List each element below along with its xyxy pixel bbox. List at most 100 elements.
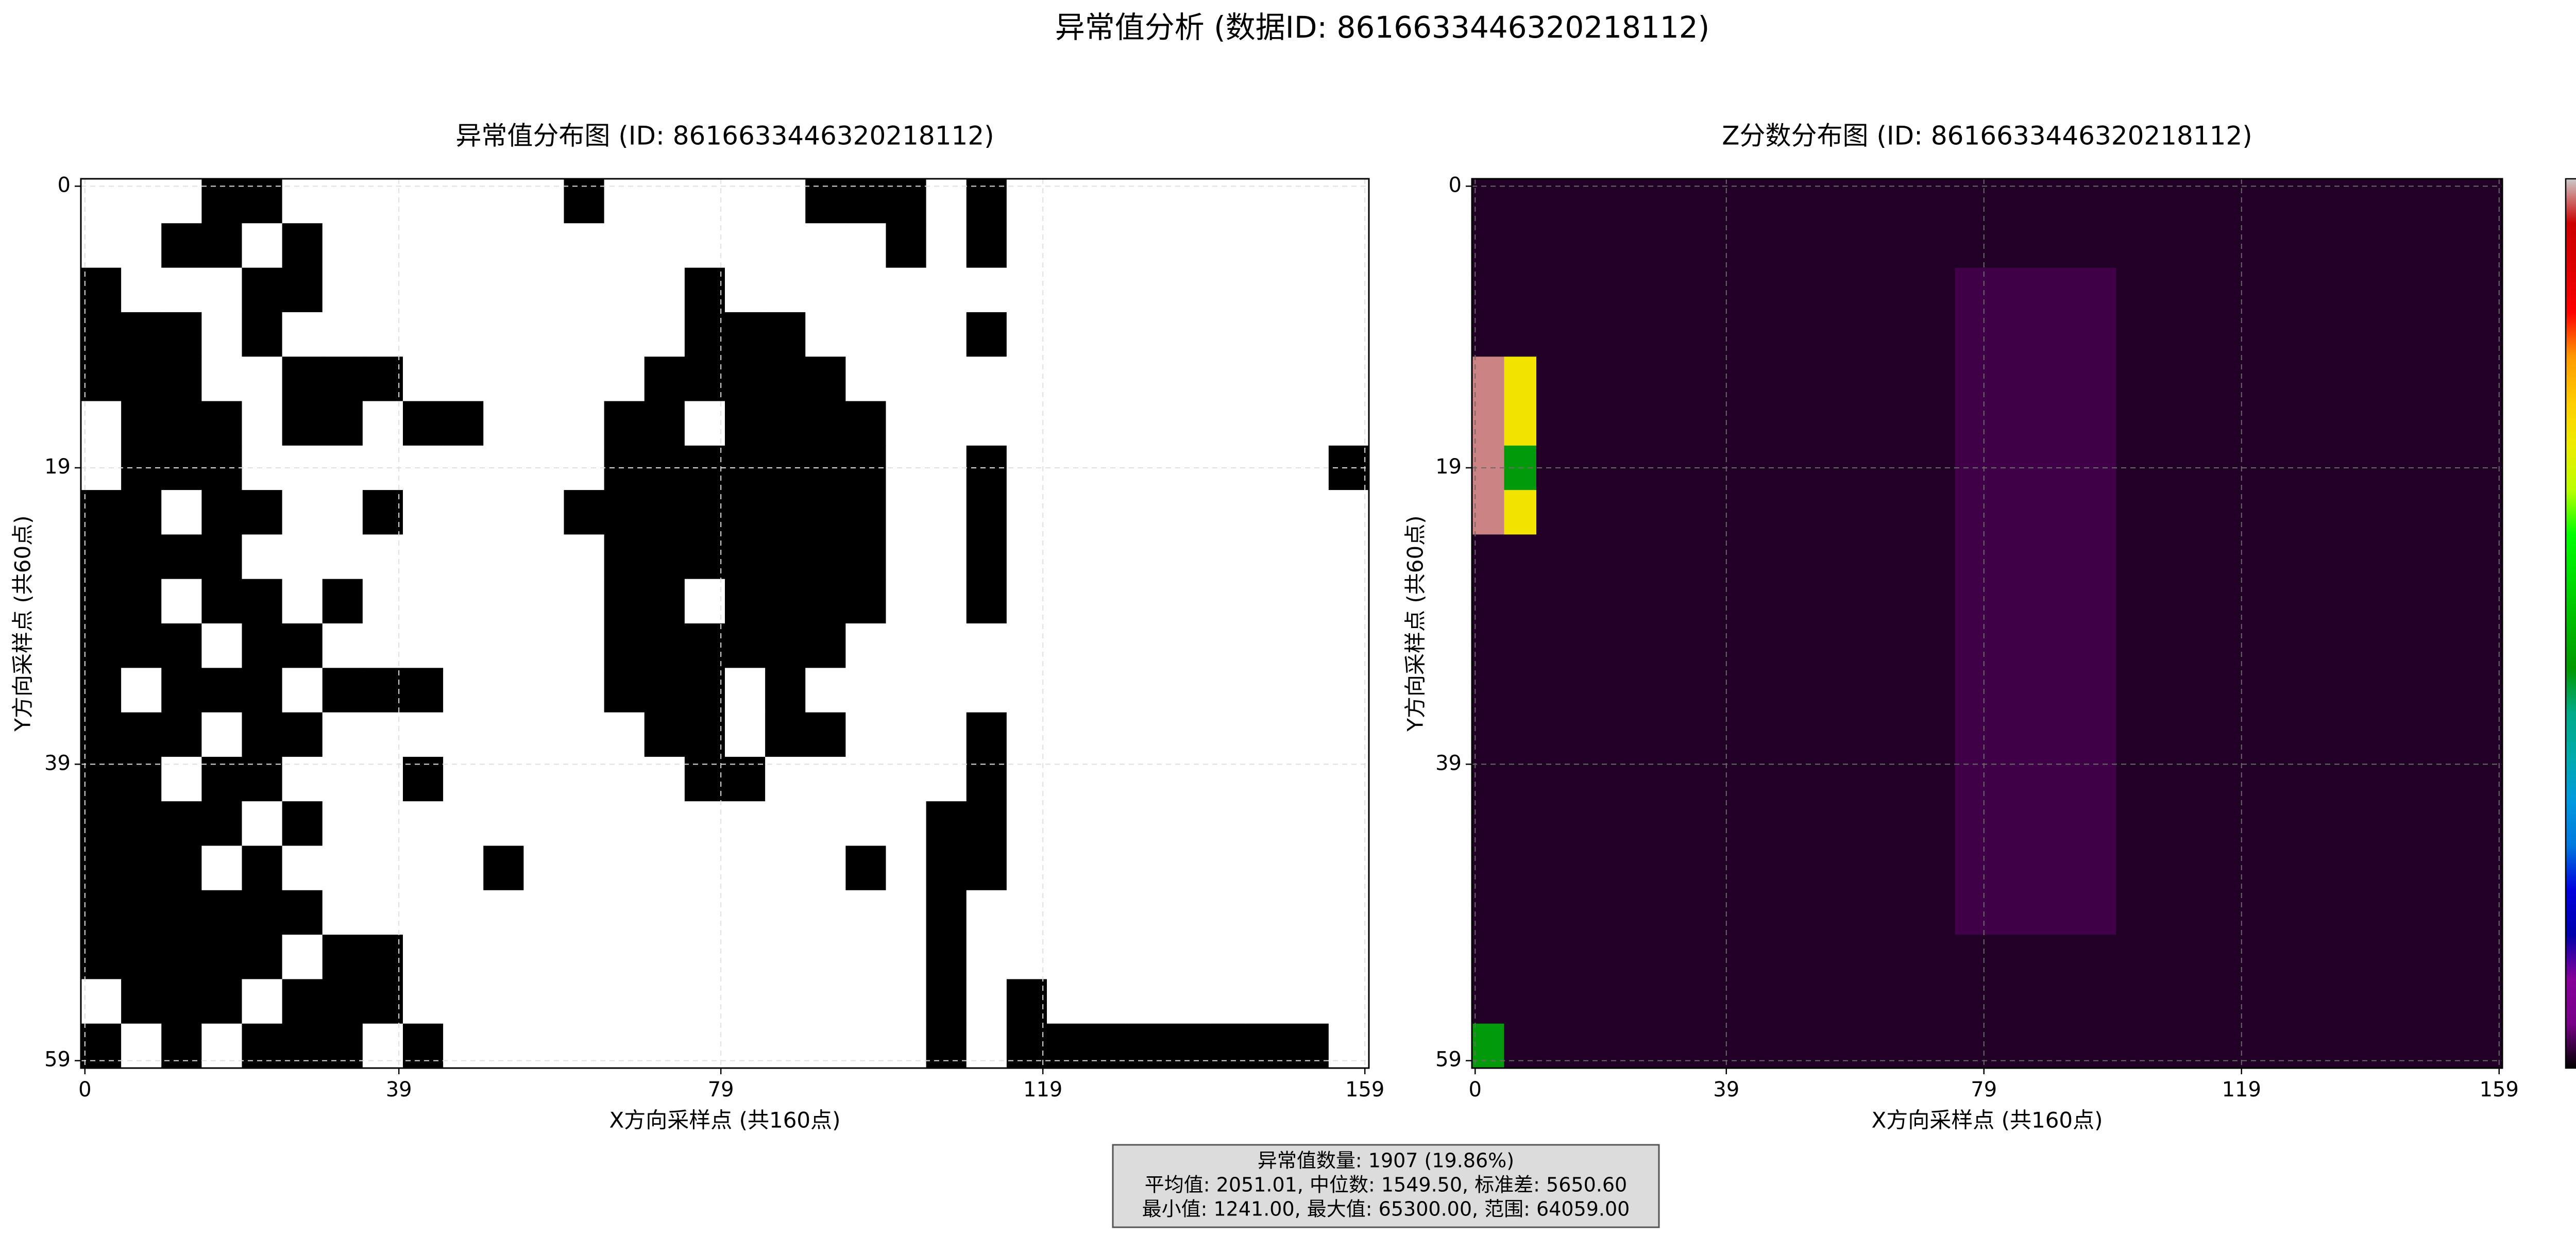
heatmap-cell bbox=[725, 623, 766, 668]
heatmap-cell bbox=[2277, 668, 2310, 713]
heatmap-cell bbox=[1858, 845, 1891, 891]
heatmap-cell bbox=[362, 1023, 403, 1069]
heatmap-cell bbox=[1890, 490, 1923, 535]
heatmap-cell bbox=[684, 712, 725, 757]
heatmap-cell bbox=[564, 935, 605, 979]
heatmap-cell bbox=[2245, 801, 2278, 847]
heatmap-cell bbox=[2341, 756, 2374, 802]
heatmap-cell bbox=[403, 979, 444, 1024]
heatmap-cell bbox=[1536, 1023, 1569, 1069]
heatmap-cell bbox=[2245, 890, 2278, 935]
heatmap-cell bbox=[1955, 401, 1988, 446]
heatmap-cell bbox=[1987, 490, 2020, 535]
heatmap-cell bbox=[644, 179, 685, 224]
heatmap-cell bbox=[1127, 979, 1168, 1024]
heatmap-cell bbox=[1167, 267, 1209, 313]
heatmap-cell bbox=[765, 490, 806, 535]
heatmap-cell bbox=[765, 357, 806, 402]
heatmap-cell bbox=[2309, 267, 2342, 313]
x-tick-label: 39 bbox=[386, 1078, 412, 1102]
heatmap-cell bbox=[1504, 712, 1537, 757]
heatmap-cell bbox=[886, 401, 927, 446]
heatmap-cell bbox=[845, 357, 887, 402]
heatmap-cell bbox=[1761, 712, 1794, 757]
heatmap-cell bbox=[644, 668, 685, 713]
heatmap-cell bbox=[564, 357, 605, 402]
heatmap-cell bbox=[1568, 845, 1601, 891]
heatmap-cell bbox=[2019, 223, 2052, 268]
heatmap-cell bbox=[322, 935, 363, 979]
heatmap-cell bbox=[2405, 756, 2438, 802]
heatmap-cell bbox=[121, 401, 162, 446]
heatmap-cell bbox=[1955, 979, 1988, 1024]
heatmap-cell bbox=[926, 357, 967, 402]
heatmap-cell bbox=[1006, 756, 1047, 802]
heatmap-cell bbox=[201, 890, 243, 935]
heatmap-cell bbox=[523, 579, 565, 624]
heatmap-cell bbox=[2374, 890, 2406, 935]
heatmap-cell bbox=[765, 623, 806, 668]
heatmap-cell bbox=[966, 623, 1007, 668]
heatmap-cell bbox=[2374, 312, 2406, 357]
heatmap-cell bbox=[1006, 179, 1047, 224]
heatmap-cell bbox=[644, 579, 685, 624]
heatmap-cell bbox=[1987, 179, 2020, 224]
heatmap-cell bbox=[2470, 801, 2503, 847]
heatmap-cell bbox=[2245, 1023, 2278, 1069]
heatmap-cell bbox=[2470, 935, 2503, 979]
heatmap-cell bbox=[2470, 979, 2503, 1024]
heatmap-cell bbox=[805, 756, 846, 802]
heatmap-cell bbox=[1472, 490, 1505, 535]
heatmap-cell bbox=[765, 179, 806, 224]
heatmap-cell bbox=[121, 490, 162, 535]
heatmap-cell bbox=[2019, 401, 2052, 446]
heatmap-cell bbox=[684, 401, 725, 446]
heatmap-cell bbox=[1472, 890, 1505, 935]
heatmap-cell bbox=[845, 801, 887, 847]
y-tick-label: 19 bbox=[44, 455, 71, 479]
heatmap-cell bbox=[2405, 223, 2438, 268]
heatmap-cell bbox=[121, 357, 162, 402]
heatmap-cell bbox=[1955, 267, 1988, 313]
heatmap-cell bbox=[2180, 357, 2213, 402]
heatmap-cell bbox=[765, 890, 806, 935]
heatmap-cell bbox=[523, 712, 565, 757]
heatmap-cell bbox=[2212, 357, 2245, 402]
heatmap-cell bbox=[2470, 579, 2503, 624]
heatmap-cell bbox=[483, 935, 524, 979]
x-tick-label: 119 bbox=[2222, 1078, 2261, 1102]
heatmap-cell bbox=[403, 312, 444, 357]
heatmap-cell bbox=[322, 756, 363, 802]
heatmap-cell bbox=[1087, 935, 1128, 979]
heatmap-cell bbox=[1568, 490, 1601, 535]
heatmap-cell bbox=[644, 223, 685, 268]
heatmap-cell bbox=[2405, 890, 2438, 935]
heatmap-cell bbox=[2148, 668, 2181, 713]
heatmap-cell bbox=[2438, 979, 2471, 1024]
heatmap-cell bbox=[443, 1023, 484, 1069]
heatmap-cell bbox=[2438, 267, 2471, 313]
heatmap-cell bbox=[282, 801, 323, 847]
heatmap-cell bbox=[1987, 979, 2020, 1024]
heatmap-cell bbox=[1858, 756, 1891, 802]
heatmap-cell bbox=[564, 979, 605, 1024]
heatmap-cell bbox=[1923, 935, 1956, 979]
heatmap-cell bbox=[362, 756, 403, 802]
heatmap-cell bbox=[2470, 668, 2503, 713]
heatmap-cell bbox=[684, 534, 725, 580]
heatmap-cell bbox=[845, 979, 887, 1024]
heatmap-cell bbox=[242, 579, 283, 624]
heatmap-cell bbox=[1328, 668, 1369, 713]
heatmap-cell bbox=[1568, 979, 1601, 1024]
heatmap-cell bbox=[403, 357, 444, 402]
heatmap-cell bbox=[1288, 668, 1329, 713]
heatmap-cell bbox=[1536, 845, 1569, 891]
heatmap-cell bbox=[966, 712, 1007, 757]
heatmap-cell bbox=[564, 712, 605, 757]
heatmap-cell bbox=[886, 668, 927, 713]
heatmap-cell bbox=[886, 845, 927, 891]
heatmap-cell bbox=[201, 579, 243, 624]
heatmap-cell bbox=[322, 845, 363, 891]
heatmap-cell bbox=[1858, 890, 1891, 935]
heatmap-cell bbox=[1127, 579, 1168, 624]
